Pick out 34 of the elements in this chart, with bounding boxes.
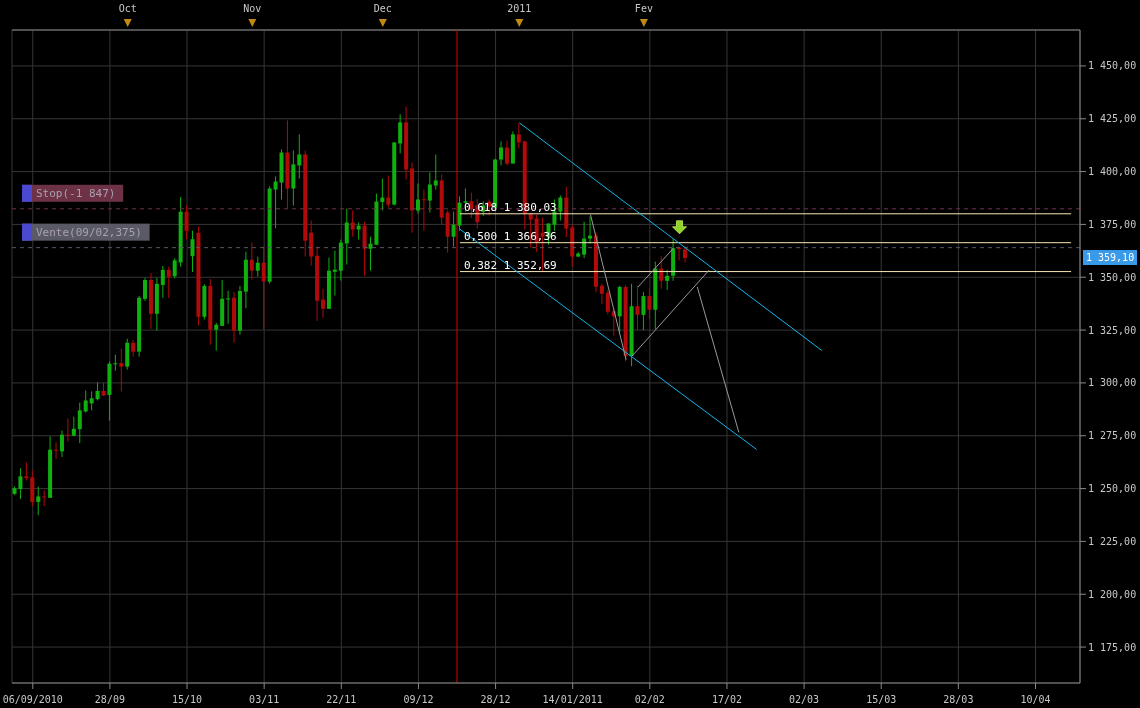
ref-line-label: Vente(09/02,375) (36, 225, 142, 239)
y-tick-label: 1 300,00 (1088, 377, 1137, 389)
y-tick-label: 1 225,00 (1088, 535, 1137, 547)
x-tick-label: 15/10 (171, 694, 203, 705)
text: Nov (243, 3, 262, 14)
x-tick-label: 15/03 (866, 694, 897, 705)
x-tick-label: 28/12 (480, 694, 511, 705)
text: Oct (118, 3, 137, 14)
y-tick-label: 1 250,00 (1088, 483, 1137, 495)
text: 1 359,10 (1086, 252, 1135, 264)
x-tick-label: 17/02 (711, 694, 743, 705)
y-tick-label: 1 450,00 (1088, 60, 1137, 72)
y-tick-label: 1 375,00 (1088, 218, 1137, 230)
text: Dec (373, 3, 392, 14)
x-tick-label: 03/11 (249, 694, 280, 705)
x-tick-label: 10/04 (1020, 694, 1051, 705)
y-tick-label: 1 400,00 (1088, 166, 1137, 178)
y-tick-label: 1 175,00 (1088, 641, 1137, 653)
x-tick-label: 02/02 (634, 694, 665, 705)
y-tick-label: 1 325,00 (1088, 324, 1137, 336)
y-tick-label: 1 425,00 (1088, 113, 1137, 125)
x-tick-label: 22/11 (326, 694, 357, 705)
ref-line-label: Stop(-1 847) (36, 186, 116, 200)
x-tick-label: 28/03 (943, 694, 974, 705)
y-tick-label: 1 200,00 (1088, 588, 1137, 600)
x-tick-label: 09/12 (403, 694, 434, 705)
x-tick-label: 06/09/2010 (2, 694, 63, 705)
x-tick-label: 14/01/2011 (542, 694, 603, 705)
x-tick-label: 28/09 (94, 694, 125, 705)
y-tick-label: 1 275,00 (1088, 430, 1137, 442)
text: 2011 (507, 3, 532, 14)
x-tick-label: 02/03 (789, 694, 820, 705)
y-tick-label: 1 350,00 (1088, 271, 1137, 283)
text: Fev (634, 3, 653, 14)
